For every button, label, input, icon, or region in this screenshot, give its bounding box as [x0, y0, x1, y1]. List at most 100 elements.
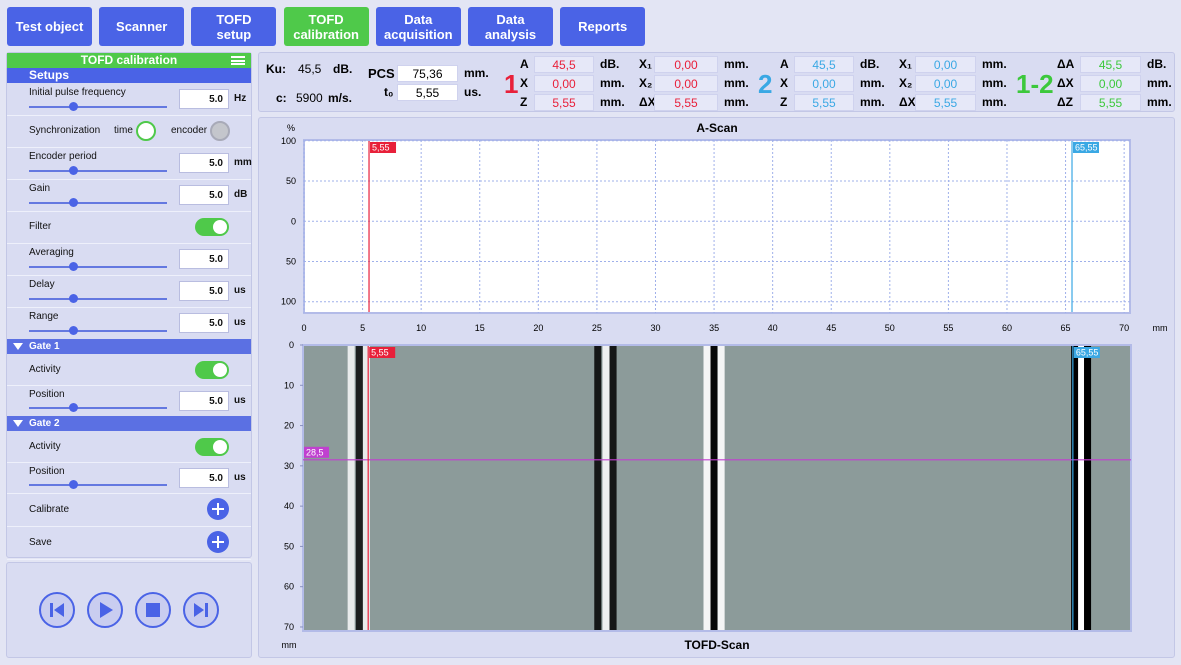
value-field[interactable]: 0,00: [915, 75, 976, 92]
value-field[interactable]: 45,5: [1080, 56, 1141, 73]
slider-knob[interactable]: [69, 294, 78, 303]
unit: mm.: [724, 57, 749, 71]
section-title: Setups: [7, 68, 251, 83]
value-field[interactable]: 0,00: [654, 75, 718, 92]
label: t₀: [384, 85, 394, 99]
field-label: ΔX: [899, 95, 916, 109]
slider[interactable]: [29, 266, 167, 268]
add-button[interactable]: [207, 498, 229, 520]
setting-label: Position: [29, 466, 65, 477]
scan-stripe: [362, 346, 370, 630]
tab-button[interactable]: TOFD setup: [191, 7, 277, 46]
value-field[interactable]: 45,5: [534, 56, 594, 73]
value-field[interactable]: 75,36: [397, 65, 458, 82]
y-tick-label: 0: [289, 340, 294, 350]
cursor-label-box: [1073, 142, 1100, 153]
scan-stripe: [717, 346, 725, 630]
tab-button[interactable]: Data acquisition: [375, 7, 461, 46]
slider-knob[interactable]: [69, 198, 78, 207]
radio[interactable]: [210, 121, 230, 141]
tab-button[interactable]: TOFD calibration: [283, 7, 369, 46]
slider-knob[interactable]: [69, 403, 78, 412]
value-input[interactable]: 5.0: [179, 281, 229, 301]
field-label: ΔX: [639, 95, 656, 109]
setting-label: Delay: [29, 279, 55, 290]
toggle[interactable]: [195, 360, 229, 379]
slider[interactable]: [29, 407, 167, 409]
x-tick-label: 0: [301, 323, 306, 333]
action-row: Calibrate: [7, 493, 251, 527]
skip-forward-button[interactable]: [183, 592, 219, 628]
unit: mm.: [860, 95, 885, 109]
value-input[interactable]: 5.0: [179, 153, 229, 173]
radio[interactable]: [136, 121, 156, 141]
tab-button[interactable]: Reports: [560, 7, 646, 46]
gate-header[interactable]: Gate 1: [7, 339, 251, 354]
value-field[interactable]: 0,00: [915, 56, 976, 73]
value-input[interactable]: 5.0: [179, 249, 229, 269]
slider[interactable]: [29, 330, 167, 332]
value-field[interactable]: 5,55: [915, 94, 976, 111]
slider-knob[interactable]: [69, 262, 78, 271]
tab-button[interactable]: Scanner: [99, 7, 185, 46]
tab-button[interactable]: Data analysis: [468, 7, 553, 46]
unit: mm.: [982, 57, 1007, 71]
setting-label: Position: [29, 389, 65, 400]
slider[interactable]: [29, 106, 167, 108]
slider-knob[interactable]: [69, 326, 78, 335]
value-input[interactable]: 5.0: [179, 467, 229, 488]
field-label: ΔA: [1057, 57, 1075, 71]
field-label: X₂: [639, 76, 653, 90]
label: PCS: [368, 66, 395, 81]
x-tick-label: 45: [826, 323, 836, 333]
icon: [100, 602, 113, 618]
slider[interactable]: [29, 170, 167, 172]
value-field[interactable]: 5,55: [794, 94, 854, 111]
value-input[interactable]: 5.0: [179, 89, 229, 109]
field-label: Z: [780, 95, 788, 109]
slider-knob[interactable]: [69, 166, 78, 175]
setting-row: Initial pulse frequency 5.0 Hz: [7, 83, 251, 116]
value-input[interactable]: 5.0: [179, 390, 229, 411]
label: Ku:: [266, 62, 286, 76]
value-field[interactable]: 45,5: [794, 56, 854, 73]
value-field[interactable]: 0,00: [534, 75, 594, 92]
value-field[interactable]: 5,55: [1080, 94, 1141, 111]
slider[interactable]: [29, 484, 167, 486]
gate-header[interactable]: Gate 2: [7, 416, 251, 431]
value-input[interactable]: 5.0: [179, 185, 229, 205]
slider-knob[interactable]: [69, 480, 78, 489]
setting-label: Synchronization: [29, 125, 101, 136]
value-field[interactable]: 5,55: [654, 94, 718, 111]
y-tick-label: 70: [284, 622, 294, 632]
y-tick-label: 20: [284, 421, 294, 431]
plot-area: [303, 139, 1131, 314]
slider[interactable]: [29, 202, 167, 204]
value-field[interactable]: 5,55: [397, 84, 458, 101]
stop-button[interactable]: [135, 592, 171, 628]
tab-button[interactable]: Test object: [7, 7, 92, 46]
value-field[interactable]: 0,00: [794, 75, 854, 92]
value-field[interactable]: 0,00: [1080, 75, 1141, 92]
x-tick-label: 5: [360, 323, 365, 333]
setting-label: Range: [29, 311, 59, 322]
slider-knob[interactable]: [69, 102, 78, 111]
option-label: time: [114, 125, 133, 136]
icon: [146, 603, 160, 617]
value-field[interactable]: 0,00: [654, 56, 718, 73]
slider[interactable]: [29, 298, 167, 300]
toggle[interactable]: [195, 218, 229, 236]
menu-icon[interactable]: [231, 56, 245, 65]
skip-back-button[interactable]: [39, 592, 75, 628]
value-input[interactable]: 5.0: [179, 313, 229, 333]
gate-title: Gate 2: [29, 418, 60, 429]
add-button[interactable]: [207, 531, 229, 553]
y-tick-label: 50: [284, 541, 294, 551]
value-field[interactable]: 5,55: [534, 94, 594, 111]
toggle[interactable]: [195, 437, 229, 456]
x-tick-label: 35: [709, 323, 719, 333]
scan-stripe: [1071, 346, 1079, 630]
play-button[interactable]: [87, 592, 123, 628]
setting-row: Position 5.0 us: [7, 385, 251, 417]
